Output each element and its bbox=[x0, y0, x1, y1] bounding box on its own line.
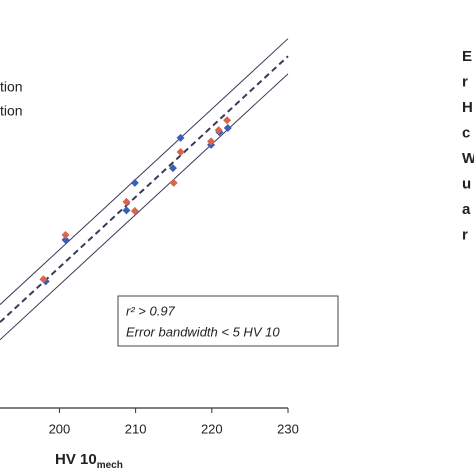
point bbox=[39, 275, 48, 284]
x-axis-label: HV 10mech bbox=[55, 451, 123, 471]
point bbox=[176, 147, 185, 156]
side-text: r bbox=[462, 73, 468, 90]
x-tick-label: 200 bbox=[49, 421, 71, 436]
point bbox=[122, 197, 131, 206]
point bbox=[122, 206, 131, 215]
x-tick-label: 220 bbox=[201, 421, 223, 436]
x-tick-label: 210 bbox=[125, 421, 147, 436]
side-text: E bbox=[462, 48, 472, 65]
side-text: c bbox=[462, 124, 470, 141]
side-text: W bbox=[462, 150, 474, 167]
side-text: a bbox=[462, 201, 471, 218]
reference-line bbox=[0, 38, 289, 305]
point bbox=[130, 207, 139, 216]
point bbox=[207, 137, 216, 146]
reference-line bbox=[0, 73, 289, 341]
reference-line bbox=[0, 55, 289, 323]
annotation-box bbox=[117, 295, 339, 347]
point bbox=[223, 116, 232, 125]
point bbox=[61, 235, 70, 244]
side-text: r bbox=[462, 226, 468, 243]
x-tick-label: 230 bbox=[277, 421, 299, 436]
x-label-sub: mech bbox=[97, 460, 123, 471]
point bbox=[176, 133, 185, 142]
point bbox=[223, 124, 232, 133]
point bbox=[168, 164, 177, 173]
point bbox=[61, 230, 70, 239]
point bbox=[130, 178, 139, 187]
legend-label: tion bbox=[0, 103, 23, 119]
legend-label: tion bbox=[0, 79, 23, 95]
annotation: r² > 0.97 bbox=[126, 303, 176, 318]
side-text: H bbox=[462, 99, 473, 116]
annotation: Error bandwidth < 5 HV 10 bbox=[126, 324, 280, 339]
x-label-main: HV 10 bbox=[55, 451, 97, 468]
point bbox=[169, 178, 178, 187]
point bbox=[214, 126, 223, 135]
side-text: u bbox=[462, 175, 471, 192]
